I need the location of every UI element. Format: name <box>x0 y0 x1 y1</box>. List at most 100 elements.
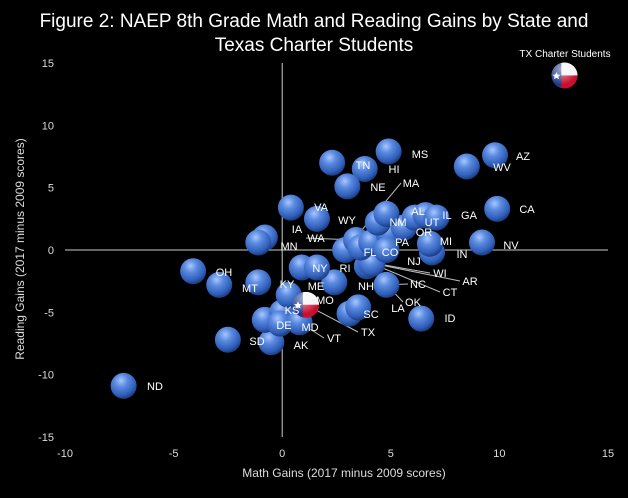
leader-line <box>371 262 461 282</box>
x-tick-label: 0 <box>279 448 285 460</box>
point-label: GA <box>461 210 478 222</box>
bubble-mark <box>321 269 348 296</box>
state-bubble <box>303 205 330 232</box>
state-bubble <box>321 269 348 296</box>
bubble-mark <box>277 194 304 221</box>
state-bubble <box>180 258 207 285</box>
x-axis-label: Math Gains (2017 minus 2009 scores) <box>242 466 446 480</box>
bubble-mark <box>484 195 511 222</box>
x-tick-label: -5 <box>169 448 179 460</box>
bubble-shine <box>551 62 578 89</box>
point-label: UT <box>425 217 440 229</box>
point-label: OK <box>405 297 422 309</box>
y-tick-label: 0 <box>48 245 54 257</box>
bubble-mark <box>375 138 402 165</box>
point-label: KY <box>280 279 295 291</box>
point-label: OH <box>216 267 233 279</box>
state-bubble <box>206 271 233 298</box>
y-tick-label: 15 <box>42 58 54 70</box>
point-label: WI <box>433 268 446 280</box>
bubble-mark <box>303 205 330 232</box>
state-bubble <box>277 194 304 221</box>
bubble-mark <box>373 200 400 227</box>
bubble-mark <box>214 326 241 353</box>
state-bubble <box>345 294 372 321</box>
x-tick-label: 10 <box>493 448 505 460</box>
point-label: MO <box>316 295 334 307</box>
bubble-mark <box>423 204 450 231</box>
point-label: VT <box>327 333 341 345</box>
point-label: NH <box>358 281 374 293</box>
bubble-mark <box>345 294 372 321</box>
point-label: RI <box>340 263 351 275</box>
point-label: IA <box>292 224 303 236</box>
chart-title: Figure 2: NAEP 8th Grade Math and Readin… <box>0 10 628 58</box>
point-label: AK <box>294 340 309 352</box>
bubble-mark <box>206 271 233 298</box>
bubble-mark <box>245 229 272 256</box>
x-tick-label: 5 <box>388 448 394 460</box>
point-label: NV <box>503 240 519 252</box>
point-label: CO <box>382 247 399 259</box>
state-bubble <box>453 153 480 180</box>
state-bubble <box>303 254 330 281</box>
bubble-mark <box>180 258 207 285</box>
point-label: MA <box>403 178 420 190</box>
point-label: HI <box>389 164 400 176</box>
state-bubble <box>423 204 450 231</box>
point-label: ME <box>308 281 325 293</box>
point-label: FL <box>364 247 377 259</box>
texas-flag-bubble <box>293 291 320 318</box>
state-bubble <box>375 138 402 165</box>
chart-title-line2: Texas Charter Students <box>214 35 414 56</box>
state-bubble <box>484 195 511 222</box>
chart-title-line1: Figure 2: NAEP 8th Grade Math and Readin… <box>39 11 589 32</box>
x-tick-label: -10 <box>57 448 73 460</box>
bubble-mark <box>319 149 346 176</box>
point-label: MT <box>242 283 258 295</box>
point-label: NC <box>410 279 426 291</box>
point-label: CA <box>519 204 535 216</box>
point-label: AR <box>462 276 477 288</box>
bubble-mark <box>373 237 400 263</box>
state-bubble <box>373 237 400 263</box>
state-bubble <box>373 271 400 298</box>
point-label: DE <box>276 320 291 332</box>
point-label: WA <box>307 233 325 245</box>
y-tick-label: -5 <box>44 307 54 319</box>
state-bubble <box>267 310 294 337</box>
point-label: OR <box>416 227 433 239</box>
bubble-mark <box>469 229 496 256</box>
point-label: MN <box>280 241 297 253</box>
state-bubble <box>245 229 272 256</box>
point-label: ND <box>147 381 163 393</box>
point-label: TN <box>356 160 371 172</box>
point-label: PA <box>395 237 410 249</box>
point-label: MI <box>440 236 452 248</box>
point-label: CT <box>443 287 458 299</box>
state-bubble <box>482 142 509 169</box>
y-tick-label: -15 <box>38 432 54 444</box>
point-label: TX <box>361 327 376 339</box>
state-bubble <box>469 229 496 256</box>
y-axis-label: Reading Gains (2017 minus 2009 scores) <box>13 138 27 360</box>
point-label: MD <box>301 322 318 334</box>
point-label: NJ <box>407 256 420 268</box>
bubble-mark <box>334 173 361 200</box>
bubble-mark <box>110 372 137 399</box>
state-bubble <box>373 200 400 227</box>
point-label: LA <box>391 303 405 315</box>
point-label: SC <box>363 309 378 321</box>
state-bubble <box>245 269 272 296</box>
point-label: SD <box>249 336 264 348</box>
point-label: IN <box>457 249 468 261</box>
point-label: ID <box>445 313 456 325</box>
bubble-shine <box>293 291 320 318</box>
state-bubble <box>416 230 443 257</box>
point-label: KS <box>285 305 300 317</box>
point-label: NE <box>370 182 385 194</box>
point-label: NM <box>389 217 406 229</box>
y-tick-label: 5 <box>48 183 54 195</box>
state-bubble <box>214 326 241 353</box>
